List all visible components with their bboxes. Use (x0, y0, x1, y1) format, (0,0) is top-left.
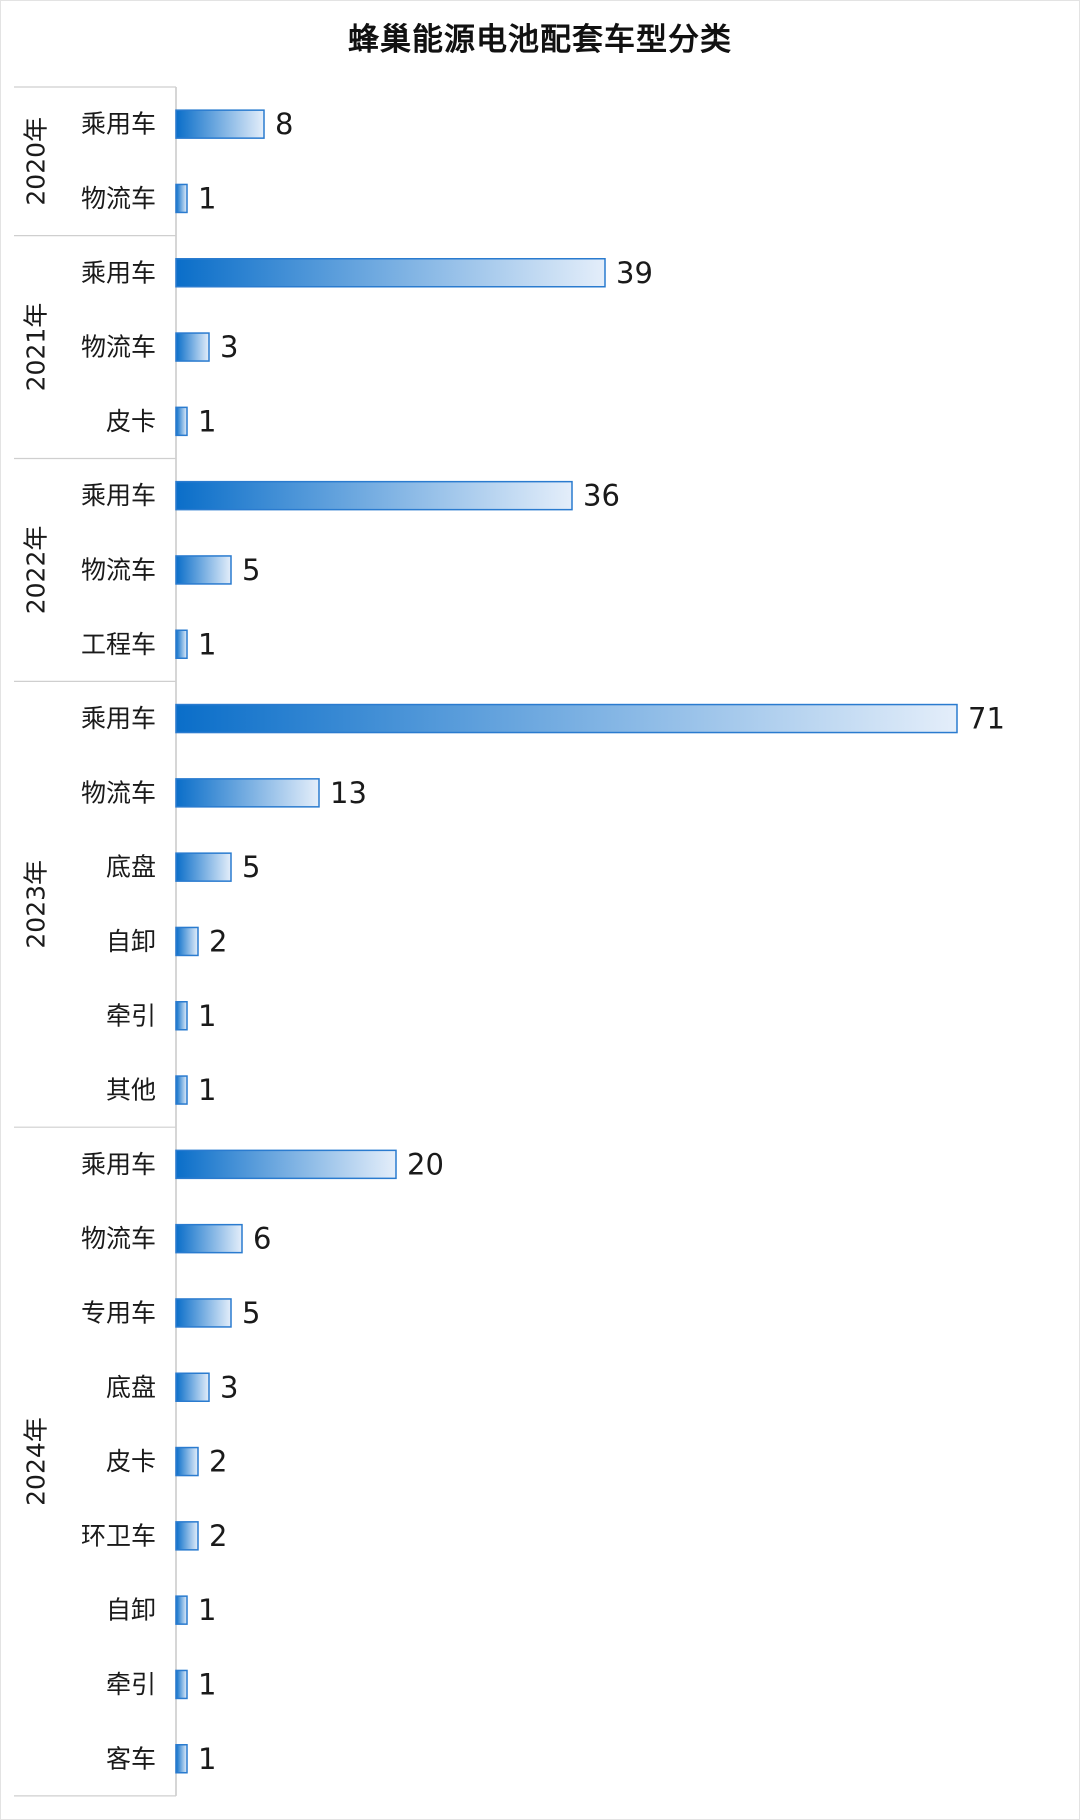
bar (175, 852, 232, 882)
category-label: 乘用车 (81, 110, 156, 139)
category-label: 自卸 (106, 927, 156, 956)
category-label: 专用车 (81, 1298, 156, 1327)
value-label: 1 (198, 1073, 216, 1107)
year-label: 2021年 (22, 303, 51, 392)
value-label: 3 (220, 330, 238, 364)
category-label: 乘用车 (81, 1150, 156, 1179)
value-label: 36 (583, 479, 620, 513)
category-label: 皮卡 (106, 407, 156, 436)
category-label: 物流车 (81, 778, 156, 807)
bar (175, 778, 320, 808)
value-label: 1 (198, 1593, 216, 1627)
year-label: 2020年 (22, 117, 51, 206)
bar (175, 406, 188, 437)
category-label: 乘用车 (81, 704, 156, 733)
value-label: 5 (242, 553, 260, 587)
value-label: 2 (209, 1519, 227, 1553)
bar (175, 1298, 232, 1328)
value-label: 1 (198, 181, 216, 215)
value-label: 3 (220, 1370, 238, 1404)
bar (175, 1149, 397, 1180)
year-label: 2022年 (22, 526, 51, 615)
bar (175, 703, 958, 734)
category-label: 牵引 (106, 1670, 156, 1699)
value-label: 20 (407, 1147, 444, 1181)
value-label: 6 (253, 1222, 271, 1256)
bar (175, 1075, 188, 1105)
bar (175, 1223, 243, 1254)
bar (175, 258, 606, 288)
bar (175, 1595, 188, 1625)
category-label: 自卸 (106, 1596, 156, 1625)
category-label: 工程车 (81, 630, 156, 659)
value-label: 1 (198, 999, 216, 1033)
bar (175, 183, 188, 214)
bar (175, 1744, 188, 1774)
value-label: 5 (242, 850, 260, 884)
value-label: 1 (198, 627, 216, 661)
bar (175, 926, 199, 957)
category-label: 乘用车 (81, 481, 156, 510)
category-label: 物流车 (81, 1224, 156, 1253)
value-label: 13 (330, 776, 367, 810)
bar (175, 1521, 199, 1551)
bar (175, 109, 265, 139)
value-label: 1 (198, 404, 216, 438)
value-label: 2 (209, 924, 227, 958)
category-label: 物流车 (81, 555, 156, 584)
value-label: 71 (968, 702, 1005, 736)
value-label: 1 (198, 1742, 216, 1776)
value-label: 39 (616, 256, 653, 290)
bar (175, 629, 188, 659)
bar (175, 332, 210, 362)
bar (175, 1001, 188, 1031)
value-label: 2 (209, 1445, 227, 1479)
chart-title: 蜂巢能源电池配套车型分类 (348, 22, 732, 58)
category-label: 客车 (106, 1744, 156, 1773)
bar (175, 1446, 199, 1477)
value-label: 8 (275, 107, 293, 141)
category-label: 乘用车 (81, 258, 156, 287)
year-label: 2024年 (22, 1417, 51, 1506)
value-label: 5 (242, 1296, 260, 1330)
bar (175, 1669, 188, 1700)
bar (175, 1372, 210, 1402)
bar (175, 480, 573, 511)
category-label: 环卫车 (81, 1521, 156, 1550)
bar (175, 555, 232, 585)
value-label: 1 (198, 1667, 216, 1701)
category-label: 物流车 (81, 184, 156, 213)
category-label: 其他 (106, 1076, 156, 1105)
year-label: 2023年 (22, 860, 51, 949)
category-label: 牵引 (106, 1001, 156, 1030)
category-label: 底盘 (106, 853, 156, 882)
category-label: 物流车 (81, 333, 156, 362)
category-label: 皮卡 (106, 1447, 156, 1476)
category-label: 底盘 (106, 1373, 156, 1402)
